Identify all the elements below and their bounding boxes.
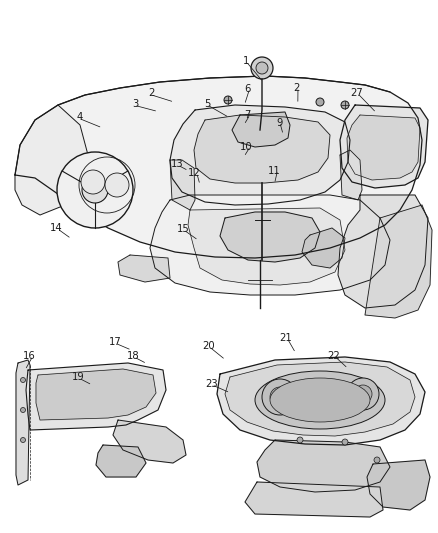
Polygon shape [188, 208, 345, 285]
Circle shape [57, 152, 133, 228]
Polygon shape [347, 115, 420, 180]
Ellipse shape [255, 371, 385, 429]
Polygon shape [340, 105, 428, 188]
Polygon shape [36, 369, 156, 420]
Text: 7: 7 [244, 110, 251, 119]
Circle shape [270, 387, 290, 407]
Circle shape [347, 378, 379, 410]
Circle shape [256, 62, 268, 74]
Circle shape [82, 177, 108, 203]
Polygon shape [170, 105, 350, 205]
Text: 15: 15 [177, 224, 189, 234]
Text: 19: 19 [72, 373, 85, 382]
Text: 23: 23 [205, 379, 218, 389]
Text: 17: 17 [109, 337, 121, 347]
Circle shape [81, 170, 105, 194]
Polygon shape [367, 460, 430, 510]
Circle shape [21, 408, 25, 413]
Text: 27: 27 [350, 88, 363, 98]
Polygon shape [118, 255, 170, 282]
Polygon shape [225, 362, 415, 436]
Text: 3: 3 [132, 99, 138, 109]
Polygon shape [338, 195, 428, 308]
Circle shape [297, 437, 303, 443]
Polygon shape [302, 228, 345, 268]
Polygon shape [96, 445, 146, 477]
Circle shape [251, 57, 273, 79]
Polygon shape [340, 150, 362, 200]
Circle shape [316, 98, 324, 106]
Text: 4: 4 [77, 112, 83, 122]
Circle shape [224, 96, 232, 104]
Circle shape [354, 385, 372, 403]
Circle shape [105, 173, 129, 197]
Circle shape [262, 379, 298, 415]
Circle shape [21, 377, 25, 383]
Polygon shape [16, 360, 30, 485]
Text: 2: 2 [293, 83, 300, 93]
Polygon shape [194, 115, 330, 183]
Polygon shape [257, 440, 390, 492]
Polygon shape [150, 195, 390, 295]
Polygon shape [15, 105, 88, 215]
Polygon shape [245, 482, 383, 517]
Polygon shape [232, 112, 290, 147]
Ellipse shape [270, 378, 370, 422]
Text: 10: 10 [240, 142, 253, 151]
Polygon shape [170, 160, 195, 210]
Text: 2: 2 [148, 88, 155, 98]
Text: 11: 11 [268, 166, 281, 175]
Text: 13: 13 [171, 159, 184, 169]
Text: 1: 1 [243, 56, 250, 66]
Text: 18: 18 [127, 351, 140, 361]
Text: 6: 6 [244, 84, 251, 94]
Text: 12: 12 [188, 168, 201, 178]
Text: 5: 5 [205, 99, 211, 109]
Polygon shape [15, 76, 422, 258]
Text: 14: 14 [50, 223, 63, 233]
Text: 9: 9 [276, 118, 283, 127]
Circle shape [374, 457, 380, 463]
Circle shape [21, 438, 25, 442]
Polygon shape [113, 420, 186, 463]
Polygon shape [217, 357, 425, 445]
Text: 22: 22 [328, 351, 340, 361]
Text: 21: 21 [279, 334, 292, 343]
Text: 20: 20 [202, 342, 215, 351]
Circle shape [341, 101, 349, 109]
Polygon shape [26, 363, 166, 430]
Polygon shape [220, 212, 320, 262]
Polygon shape [365, 205, 432, 318]
Circle shape [342, 439, 348, 445]
Text: 16: 16 [23, 351, 35, 361]
